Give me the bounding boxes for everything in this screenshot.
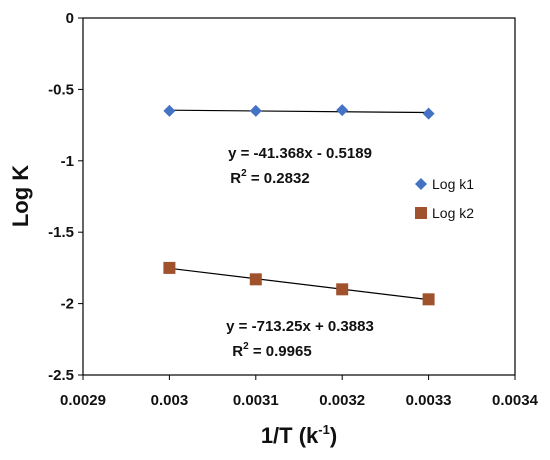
y-axis: 0 -0.5 -1 -1.5 -2 -2.5 — [48, 10, 83, 384]
trendline-1-r2: R2 = 0.2832 — [230, 168, 309, 187]
legend-label-log-k1: Log k1 — [432, 176, 474, 192]
trendline-2 — [169, 267, 429, 301]
data-points — [163, 104, 435, 306]
legend-item-log-k1: Log k1 — [415, 176, 474, 192]
legend-marker-square — [415, 207, 427, 219]
x-tick-label: 0.0029 — [60, 392, 106, 409]
x-axis-title-close: ) — [330, 423, 337, 448]
x-tick-label: 0.003 — [151, 392, 189, 409]
svg-text:1/T (k-1): 1/T (k-1) — [261, 422, 337, 448]
x-axis-title-superscript: -1 — [318, 422, 330, 437]
legend-marker-diamond — [415, 178, 427, 190]
trendline-1 — [169, 109, 429, 114]
data-point-log-k2 — [163, 261, 176, 274]
x-tick-label: 0.0034 — [492, 392, 539, 409]
trendline-2-equation: y = -713.25x + 0.3883 — [226, 318, 374, 335]
legend-item-log-k2: Log k2 — [415, 205, 474, 221]
trendline-1-equation: y = -41.368x - 0.5189 — [228, 145, 372, 162]
x-tick-label: 0.0031 — [233, 392, 279, 409]
data-point-log-k1 — [336, 104, 349, 117]
trendline-2-label: y = -713.25x + 0.3883 R2 = 0.9965 — [226, 318, 374, 360]
y-axis-title: Log K — [8, 165, 33, 227]
y-tick-label: 0 — [66, 10, 74, 27]
data-point-log-k2 — [422, 293, 435, 306]
y-tick-label: -2 — [61, 296, 74, 313]
legend: Log k1 Log k2 — [415, 176, 474, 221]
y-axis-title-text: Log K — [8, 165, 33, 227]
data-point-log-k1 — [249, 104, 262, 117]
y-tick-label: -1 — [61, 153, 74, 170]
plot-area — [82, 17, 516, 376]
trendlines — [169, 109, 429, 301]
y-tick-label: -0.5 — [48, 81, 74, 98]
trendline-2-r2: R2 = 0.9965 — [232, 341, 311, 360]
x-tick-label: 0.0033 — [406, 392, 452, 409]
data-point-log-k1 — [422, 107, 435, 120]
x-axis: 0.0029 0.003 0.0031 0.0032 0.0033 0.0034 — [60, 375, 539, 409]
x-axis-title-main: 1/T (k — [261, 423, 319, 448]
y-tick-label: -2.5 — [48, 367, 74, 384]
legend-label-log-k2: Log k2 — [432, 205, 474, 221]
trendline-1-label: y = -41.368x - 0.5189 R2 = 0.2832 — [228, 145, 372, 187]
data-point-log-k2 — [336, 283, 349, 296]
data-point-log-k1 — [163, 104, 176, 117]
x-axis-title: 1/T (k-1) — [261, 422, 337, 448]
data-point-log-k2 — [249, 273, 262, 286]
x-tick-label: 0.0032 — [319, 392, 365, 409]
y-tick-label: -1.5 — [48, 224, 74, 241]
